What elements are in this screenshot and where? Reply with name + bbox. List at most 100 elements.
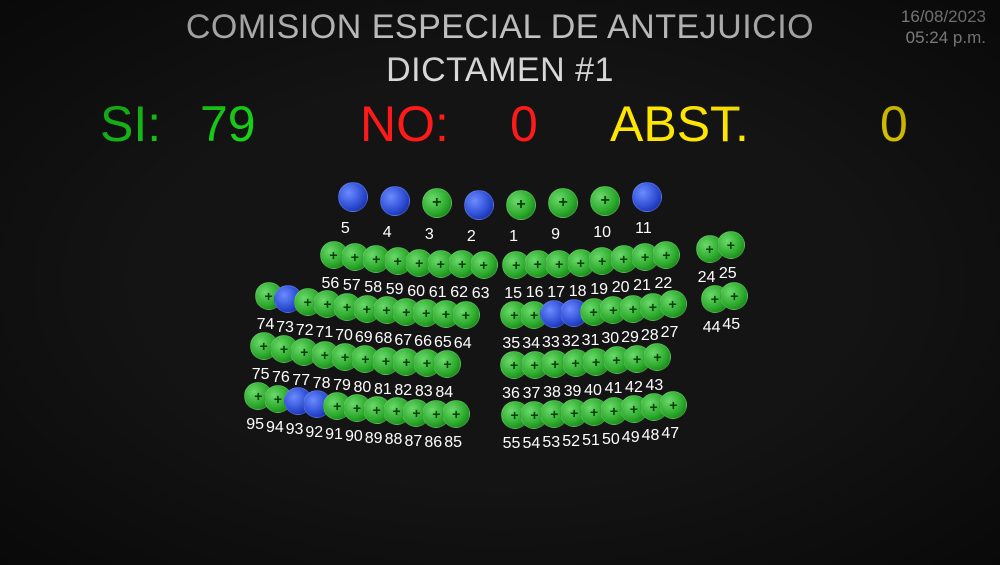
seat-plus-icon: + xyxy=(577,256,585,270)
seat-plus-icon: + xyxy=(559,195,568,211)
seat-plus-icon: + xyxy=(510,308,518,322)
timestamp: 16/08/2023 05:24 p.m. xyxy=(901,6,986,49)
seat-plus-icon: + xyxy=(432,407,440,421)
tally-no-value: 0 xyxy=(510,95,538,153)
seat-84: + xyxy=(433,350,461,378)
seat-plus-icon: + xyxy=(633,352,641,366)
seat-plus-icon: + xyxy=(662,248,670,262)
voting-title: COMISION ESPECIAL DE ANTEJUICIO DICTAMEN… xyxy=(0,6,1000,91)
seat-plus-icon: + xyxy=(372,252,380,266)
seat-plus-icon: + xyxy=(323,297,331,311)
seat-plus-icon: + xyxy=(555,257,563,271)
seat-plus-icon: + xyxy=(727,238,735,252)
seat-plus-icon: + xyxy=(512,258,520,272)
seat-label-75: 75 xyxy=(252,366,270,384)
seat-label-4: 4 xyxy=(383,224,392,242)
title-line1: COMISION ESPECIAL DE ANTEJUICIO xyxy=(186,8,814,46)
seat-label-27: 27 xyxy=(661,324,679,342)
seat-label-48: 48 xyxy=(642,427,660,445)
seat-label-16: 16 xyxy=(526,284,544,302)
seat-plus-icon: + xyxy=(630,402,638,416)
seat-label-19: 19 xyxy=(590,281,608,299)
seat-plus-icon: + xyxy=(551,357,559,371)
seat-plus-icon: + xyxy=(531,358,539,372)
seat-label-63: 63 xyxy=(472,285,490,303)
timestamp-date: 16/08/2023 xyxy=(901,7,986,26)
seat-5 xyxy=(338,182,368,212)
seat-plus-icon: + xyxy=(480,258,488,272)
seat-label-62: 62 xyxy=(450,284,468,302)
seat-plus-icon: + xyxy=(590,405,598,419)
seat-plus-icon: + xyxy=(351,250,359,264)
seat-plus-icon: + xyxy=(415,256,423,270)
seat-plus-icon: + xyxy=(329,248,337,262)
seat-plus-icon: + xyxy=(458,257,466,271)
seat-plus-icon: + xyxy=(264,289,272,303)
seat-plus-icon: + xyxy=(590,305,598,319)
seat-label-10: 10 xyxy=(593,224,611,242)
seat-4 xyxy=(380,186,410,216)
tally-si-value: 79 xyxy=(200,95,256,153)
seat-plus-icon: + xyxy=(572,356,580,370)
seat-plus-icon: + xyxy=(437,257,445,271)
seat-plus-icon: + xyxy=(260,339,268,353)
tally-si-label: SI: xyxy=(100,95,161,153)
seat-label-11: 11 xyxy=(635,220,652,238)
seat-label-49: 49 xyxy=(622,429,640,447)
seat-plus-icon: + xyxy=(601,193,610,209)
seat-label-71: 71 xyxy=(315,324,333,342)
tally-no-label: NO: xyxy=(360,95,449,153)
seat-label-20: 20 xyxy=(612,279,630,297)
seat-label-1: 1 xyxy=(509,228,518,246)
seat-label-43: 43 xyxy=(645,377,663,395)
seat-plus-icon: + xyxy=(363,302,371,316)
seat-plus-icon: + xyxy=(650,400,658,414)
seat-plus-icon: + xyxy=(516,197,525,213)
seat-plus-icon: + xyxy=(570,406,578,420)
seat-plus-icon: + xyxy=(402,355,410,369)
seat-label-87: 87 xyxy=(404,433,422,451)
seat-plus-icon: + xyxy=(383,303,391,317)
seat-plus-icon: + xyxy=(443,357,451,371)
seat-plus-icon: + xyxy=(361,352,369,366)
seat-9: + xyxy=(548,188,578,218)
seat-label-45: 45 xyxy=(722,316,740,334)
seat-85: + xyxy=(442,400,470,428)
seat-plus-icon: + xyxy=(705,242,713,256)
seat-plus-icon: + xyxy=(550,407,558,421)
seat-plus-icon: + xyxy=(530,308,538,322)
seat-label-93: 93 xyxy=(286,421,304,439)
seat-label-37: 37 xyxy=(523,385,541,403)
seat-plus-icon: + xyxy=(534,257,542,271)
seat-plus-icon: + xyxy=(668,297,676,311)
seat-3: + xyxy=(422,188,452,218)
seat-plus-icon: + xyxy=(620,252,628,266)
seat-plus-icon: + xyxy=(530,408,538,422)
seat-plus-icon: + xyxy=(653,350,661,364)
seat-label-5: 5 xyxy=(341,220,350,238)
seat-43: + xyxy=(643,343,671,371)
seat-1: + xyxy=(506,190,536,220)
seat-plus-icon: + xyxy=(254,389,262,403)
seat-label-52: 52 xyxy=(562,433,580,451)
seat-label-95: 95 xyxy=(246,416,264,434)
seat-27: + xyxy=(659,290,687,318)
seat-plus-icon: + xyxy=(609,303,617,317)
seat-plus-icon: + xyxy=(402,305,410,319)
seat-label-54: 54 xyxy=(522,435,540,453)
seat-label-89: 89 xyxy=(365,430,383,448)
seat-plus-icon: + xyxy=(669,398,677,412)
seat-plus-icon: + xyxy=(592,355,600,369)
seat-label-53: 53 xyxy=(542,434,560,452)
seat-plus-icon: + xyxy=(649,300,657,314)
seat-plus-icon: + xyxy=(353,401,361,415)
seat-plus-icon: + xyxy=(373,403,381,417)
seat-label-68: 68 xyxy=(375,330,393,348)
seat-25: + xyxy=(717,231,745,259)
seat-plus-icon: + xyxy=(641,250,649,264)
seat-label-41: 41 xyxy=(605,380,623,398)
title-line2: DICTAMEN #1 xyxy=(386,51,614,89)
seat-label-17: 17 xyxy=(547,284,565,302)
seat-label-18: 18 xyxy=(569,283,587,301)
seat-10: + xyxy=(590,186,620,216)
